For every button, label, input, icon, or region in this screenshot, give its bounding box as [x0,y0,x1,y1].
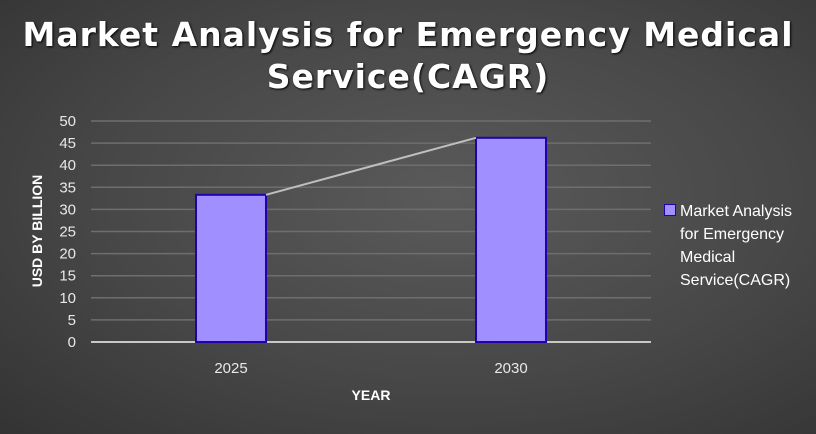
y-tick-label: 35 [59,179,76,196]
chart-title-line-2: Service(CAGR) [266,57,550,96]
y-tick-label: 45 [59,135,76,152]
x-tick-label: 2025 [214,360,247,377]
legend-label-line: Medical [680,249,736,266]
trendline [265,136,477,196]
y-tick-label: 50 [59,113,76,130]
y-tick-label: 15 [59,268,76,285]
y-axis-label: USD BY BILLION [29,175,45,288]
legend-label-line: Service(CAGR) [680,272,791,289]
bar-2030 [475,136,547,343]
legend-swatch [664,204,676,216]
legend-label-line: Market Analysis [680,203,793,220]
y-tick-label: 5 [68,312,76,329]
chart-title: Market Analysis for Emergency Medical Se… [0,14,816,98]
y-tick-label: 30 [59,201,76,218]
y-tick-label: 25 [59,224,76,241]
y-tick-label: 20 [59,246,76,263]
legend: Market Analysis for Emergency Medical Se… [664,200,804,292]
y-tick-label: 10 [59,290,76,307]
bar-2025 [195,193,267,343]
x-axis-label: YEAR [352,387,391,403]
chart-title-line-1: Market Analysis for Emergency Medical [22,15,794,54]
y-tick-label: 0 [68,334,76,351]
y-tick-label: 40 [59,157,76,174]
x-tick-label: 2030 [494,360,527,377]
legend-label-line: for Emergency [680,226,785,243]
